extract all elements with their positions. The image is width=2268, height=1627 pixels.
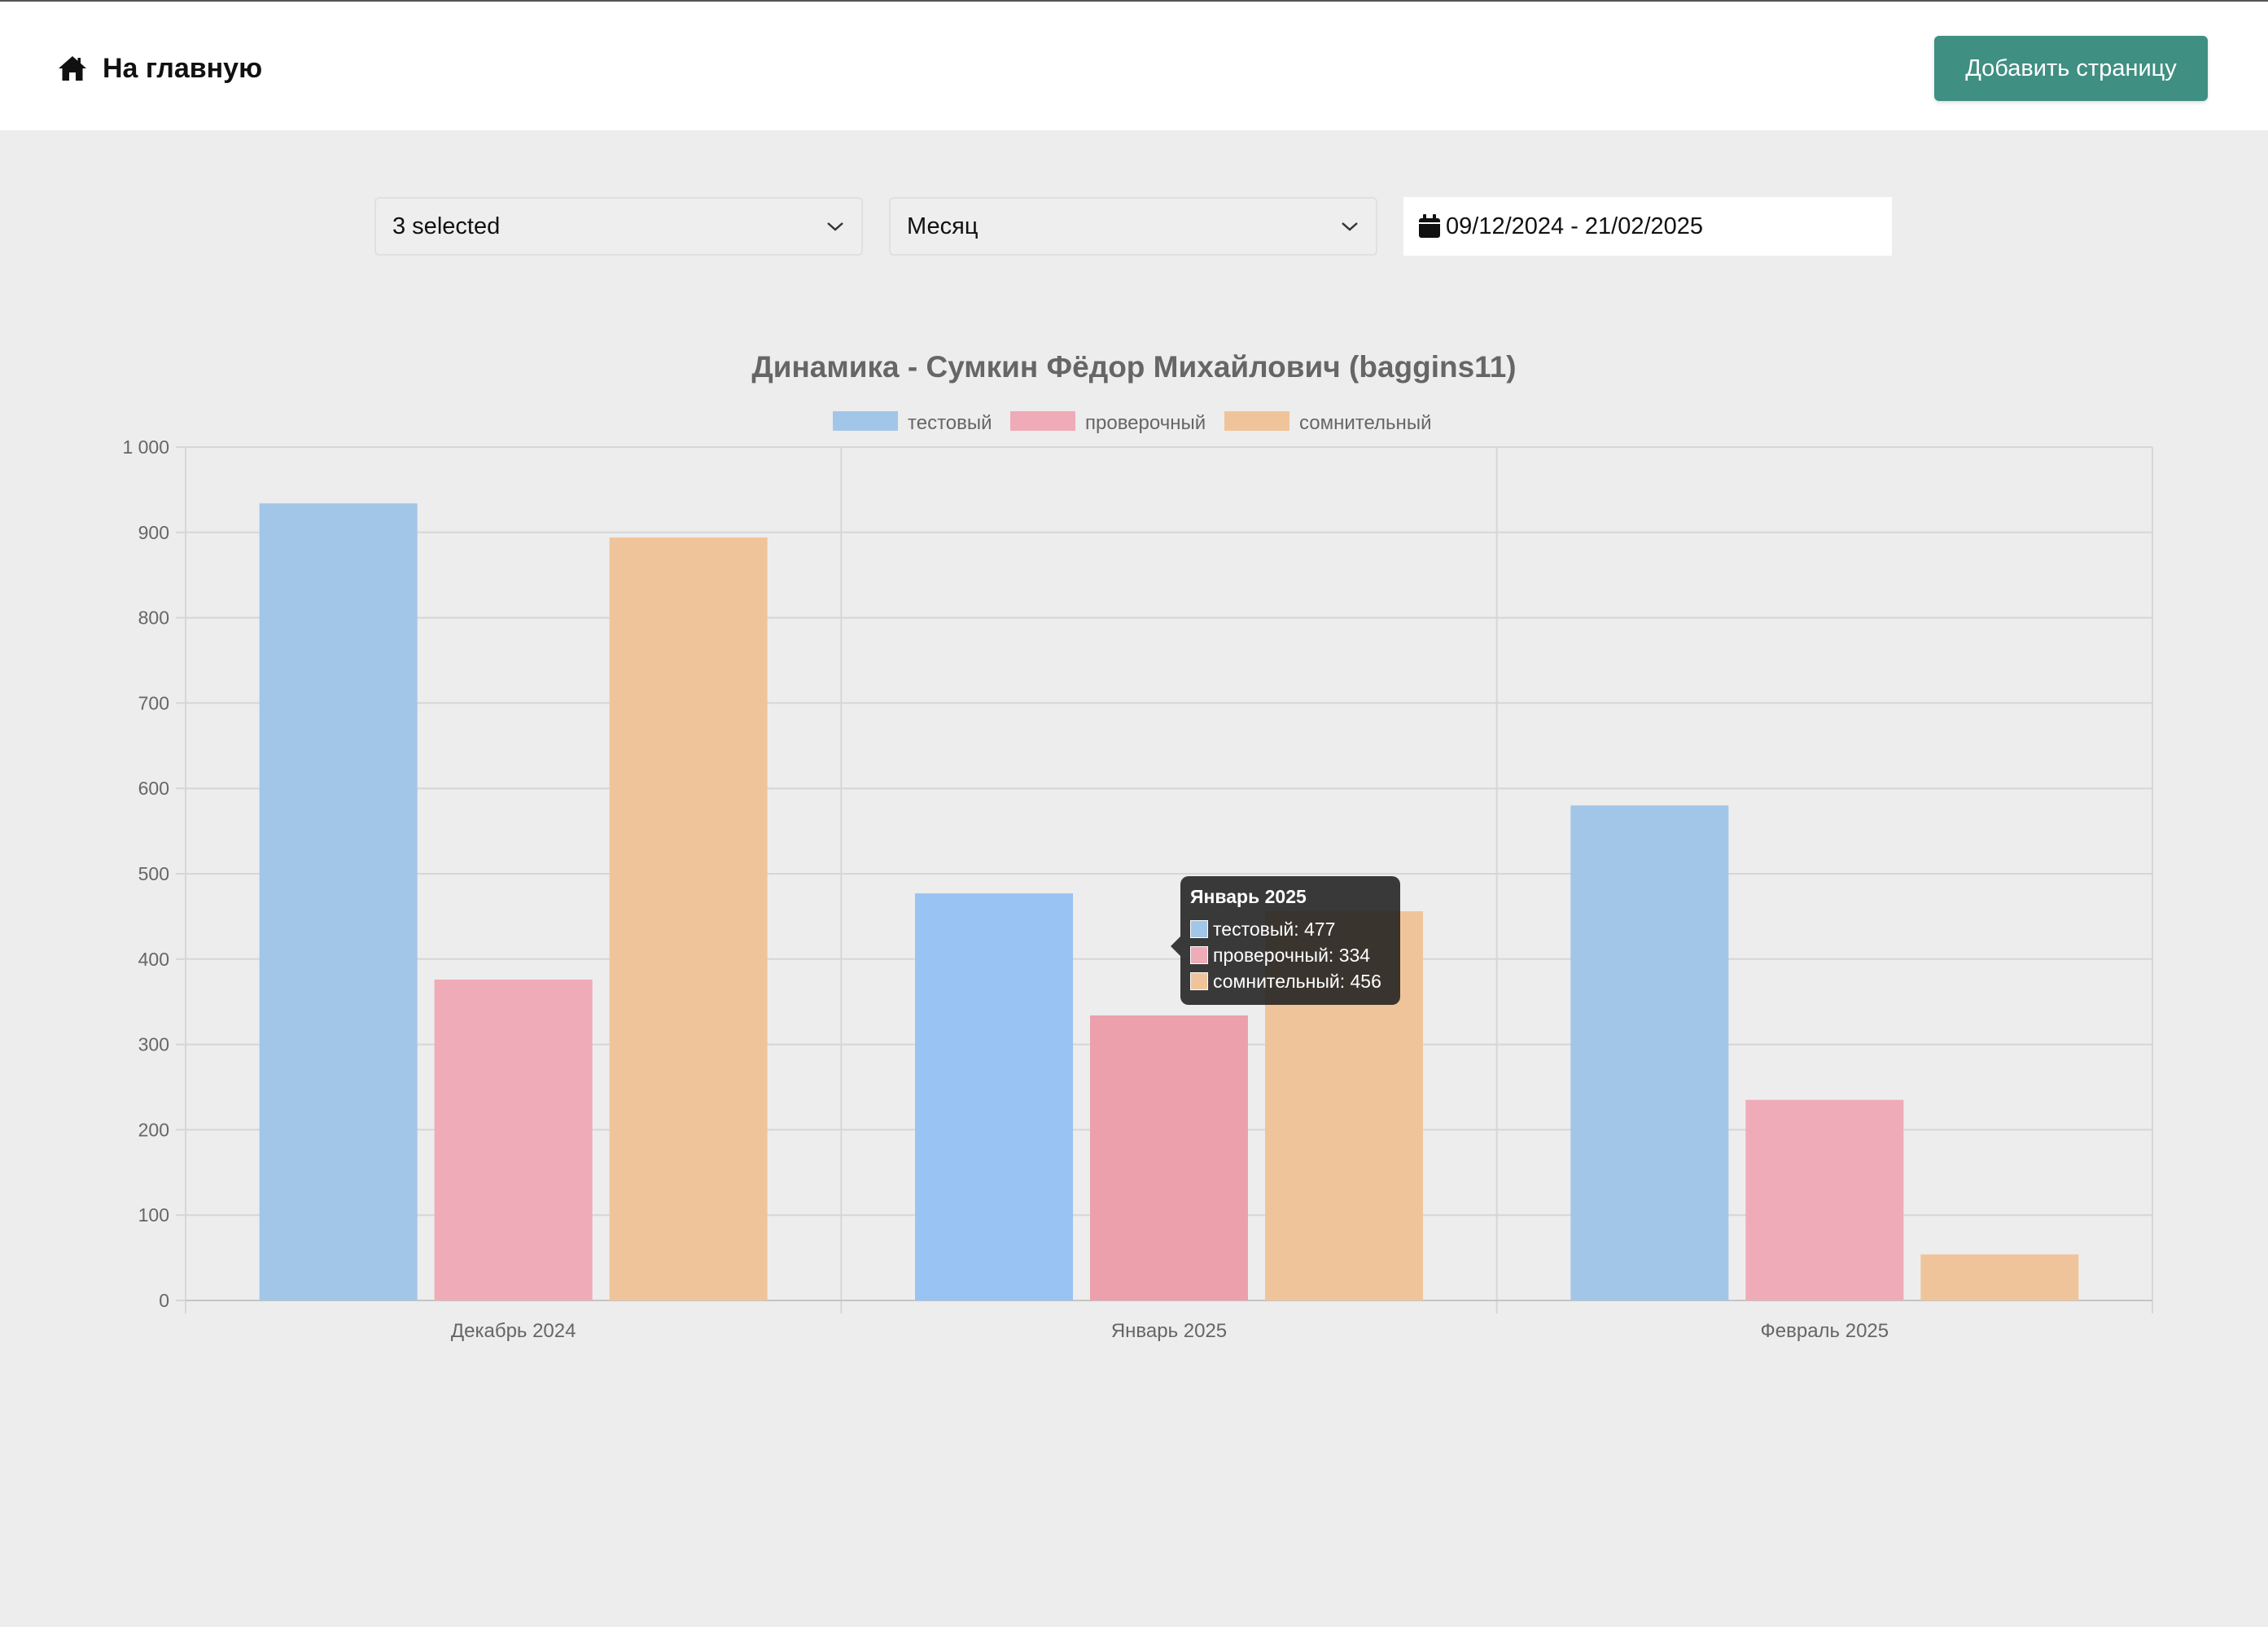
tooltip-row: проверочный: 334 [1190, 942, 1390, 968]
legend-label: сомнительный [1299, 412, 1431, 434]
tooltip-row: сомнительный: 456 [1190, 968, 1390, 994]
y-tick-label: 900 [138, 522, 169, 543]
top-bar: На главную Добавить страницу [0, 0, 2268, 130]
date-range-input[interactable]: 09/12/2024 - 21/02/2025 [1403, 197, 1892, 256]
y-tick-label: 300 [138, 1034, 169, 1055]
tooltip-title: Январь 2025 [1190, 886, 1307, 907]
legend-label: тестовый [908, 412, 992, 434]
bar [1570, 805, 1729, 1300]
series-multiselect-value: 3 selected [392, 213, 501, 239]
home-icon [59, 56, 86, 81]
bar [434, 979, 593, 1300]
tooltip-row: тестовый: 477 [1190, 916, 1390, 942]
x-tick-label: Февраль 2025 [1761, 1320, 1889, 1342]
chart-title: Динамика - Сумкин Фёдор Михайлович (bagg… [751, 350, 1516, 384]
period-select-value: Месяц [907, 213, 979, 239]
date-range-value: 09/12/2024 - 21/02/2025 [1446, 213, 1704, 239]
tooltip-row-text: проверочный: 334 [1213, 944, 1371, 966]
series-multiselect[interactable]: 3 selected [374, 197, 863, 256]
legend-label: проверочный [1085, 412, 1206, 434]
bar [1745, 1099, 1904, 1300]
bar [915, 893, 1073, 1300]
y-tick-label: 0 [159, 1290, 169, 1311]
x-tick-label: Декабрь 2024 [451, 1320, 576, 1342]
chevron-down-icon [827, 222, 843, 231]
y-tick-label: 600 [138, 778, 169, 799]
bar [1090, 1015, 1248, 1300]
chevron-down-icon [1342, 222, 1358, 231]
calendar-icon [1419, 214, 1440, 238]
add-page-button[interactable]: Добавить страницу [1934, 36, 2208, 101]
tooltip-row-text: тестовый: 477 [1213, 918, 1336, 940]
y-tick-label: 800 [138, 607, 169, 629]
y-tick-label: 1 000 [122, 436, 169, 458]
y-tick-label: 400 [138, 949, 169, 970]
bar [609, 537, 768, 1300]
bar [1920, 1254, 2079, 1300]
home-link-label: На главную [103, 52, 263, 84]
tooltip-swatch [1190, 920, 1208, 938]
bar-chart: Динамика - Сумкин Фёдор Михайлович (bagg… [122, 350, 2153, 1342]
bar [259, 503, 418, 1300]
x-tick-label: Январь 2025 [1111, 1320, 1227, 1342]
home-link[interactable]: На главную [57, 47, 262, 90]
tooltip-swatch [1190, 946, 1208, 964]
tooltip-swatch [1190, 972, 1208, 990]
legend-swatch [833, 411, 898, 431]
y-tick-label: 200 [138, 1119, 169, 1140]
y-tick-label: 500 [138, 863, 169, 884]
y-tick-label: 100 [138, 1204, 169, 1226]
legend-swatch [1224, 411, 1289, 431]
chart-tooltip: Январь 2025 тестовый: 477 проверочный: 3… [1171, 876, 1400, 1005]
period-select[interactable]: Месяц [889, 197, 1377, 256]
tooltip-row-text: сомнительный: 456 [1213, 970, 1381, 992]
legend-swatch [1010, 411, 1075, 431]
y-tick-label: 700 [138, 692, 169, 713]
